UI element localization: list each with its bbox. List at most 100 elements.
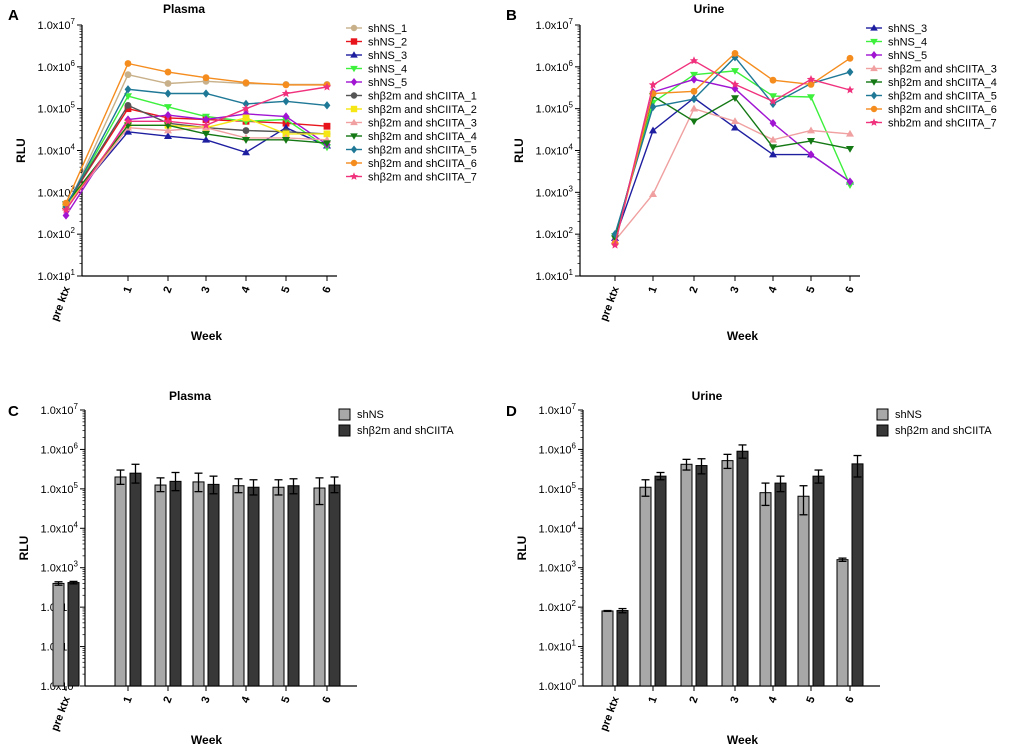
- legend-label: shNS_3: [888, 23, 927, 35]
- bar: [695, 465, 708, 687]
- legend-marker: [350, 65, 358, 73]
- legend-label: shNS_5: [888, 50, 927, 62]
- legend-marker: [350, 145, 358, 154]
- legend-label: shb2m and shCIITA_7: [888, 118, 997, 130]
- series-sh-2m-and-shciita: [616, 444, 864, 687]
- y-tick-label: 1.0x106: [38, 59, 76, 74]
- data-point: [807, 81, 815, 88]
- data-point: [690, 118, 698, 126]
- x-tick-label: 1: [646, 695, 659, 705]
- data-point: [164, 80, 172, 87]
- x-tick-label: 3: [199, 695, 212, 705]
- series-line: [65, 95, 328, 208]
- x-tick-label: 2: [687, 695, 700, 705]
- bar: [851, 463, 864, 687]
- x-tick-label: 6: [320, 285, 333, 295]
- bar: [169, 480, 182, 687]
- y-tick-label: 1.0x104: [38, 143, 76, 158]
- data-point: [769, 144, 777, 152]
- data-point: [164, 132, 172, 139]
- panel-a: A Plasma 1.0x101 1.0x102 1.0x103 1.0x104 1.0x1…: [8, 2, 477, 343]
- data-point: [202, 74, 210, 82]
- legend-marker: [870, 79, 878, 86]
- panel-letter: A: [8, 7, 19, 24]
- data-point: [202, 135, 210, 143]
- data-point: [242, 127, 250, 134]
- data-point: [649, 126, 657, 134]
- panel-letter: C: [8, 403, 19, 420]
- legend-swatch: [338, 424, 351, 437]
- legend-label: shβ2m and shCIITA: [357, 425, 454, 437]
- legend-marker: [350, 38, 358, 45]
- y-tick-label: 1.0x107: [38, 17, 76, 32]
- series-sh-2m-and-shciita: [67, 463, 341, 687]
- y-tick-label: 1.0x104: [41, 520, 79, 535]
- bar: [52, 582, 65, 687]
- legend-label: shNS_1: [368, 23, 407, 35]
- legend-marker: [870, 38, 878, 46]
- series-line: [65, 88, 328, 208]
- y-tick-label: 1.0x101: [38, 268, 76, 283]
- y-axis-label: RLU: [14, 138, 28, 163]
- data-point: [164, 89, 172, 98]
- data-point: [163, 116, 173, 125]
- x-tick-label: pre ktx: [598, 694, 622, 733]
- data-point: [164, 68, 172, 76]
- data-point: [202, 89, 210, 98]
- legend-marker: [350, 24, 358, 32]
- legend-label: shNS_4: [888, 37, 927, 49]
- panel-d: D Urine 1.0x100 1.0x101 1.0x102 1.0x103 1.0x10…: [506, 389, 992, 747]
- data-point: [690, 104, 698, 112]
- bar: [721, 460, 734, 687]
- series-shb2m-and-shciita-7: [610, 56, 855, 249]
- data-point: [323, 122, 331, 130]
- legend-marker: [350, 118, 358, 126]
- legend-marker: [870, 105, 878, 113]
- bar: [680, 463, 693, 687]
- legend-marker: [870, 24, 878, 31]
- x-tick-label: 6: [843, 285, 856, 295]
- data-point: [242, 79, 250, 86]
- x-axis-label: Week: [727, 733, 758, 747]
- bar: [247, 486, 260, 687]
- y-axis-label: RLU: [512, 138, 526, 163]
- data-point: [282, 112, 290, 121]
- y-tick-label: 1.0x103: [41, 560, 79, 575]
- series-line: [65, 86, 328, 211]
- bar: [232, 485, 245, 687]
- data-point: [807, 126, 815, 134]
- data-point: [769, 93, 777, 101]
- legend-swatch: [338, 408, 351, 421]
- data-point: [690, 94, 698, 104]
- legend-label: shβ2m and shCIITA_3: [888, 64, 997, 76]
- data-point: [164, 104, 172, 111]
- data-point: [242, 99, 250, 109]
- data-point: [846, 177, 854, 186]
- bar: [812, 475, 825, 687]
- data-point: [807, 94, 815, 102]
- x-tick-label: pre ktx: [49, 694, 73, 733]
- data-point: [769, 150, 777, 158]
- bar: [287, 485, 300, 687]
- y-tick-label: 1.0x102: [539, 599, 577, 614]
- data-point: [731, 68, 739, 75]
- bar: [654, 475, 667, 687]
- data-point: [731, 95, 739, 102]
- legend-swatch: [876, 424, 889, 437]
- series-sh-2m-and-shciita-7: [61, 82, 332, 214]
- data-point: [769, 118, 777, 128]
- y-tick-label: 1.0x101: [536, 268, 574, 283]
- series-sh-2m-and-shciita-5: [62, 85, 331, 212]
- series-shns-5: [611, 75, 854, 245]
- chart-title: Urine: [694, 2, 725, 16]
- bar: [129, 472, 142, 687]
- data-point: [322, 82, 332, 91]
- legend-label: shNS_4: [368, 64, 407, 76]
- legend-label: shNS: [895, 409, 922, 421]
- bar: [797, 495, 810, 687]
- x-tick-label: 2: [687, 285, 700, 295]
- x-tick-label: 1: [121, 695, 134, 705]
- legend-swatch: [876, 408, 889, 421]
- data-point: [731, 117, 739, 125]
- data-point: [202, 131, 210, 138]
